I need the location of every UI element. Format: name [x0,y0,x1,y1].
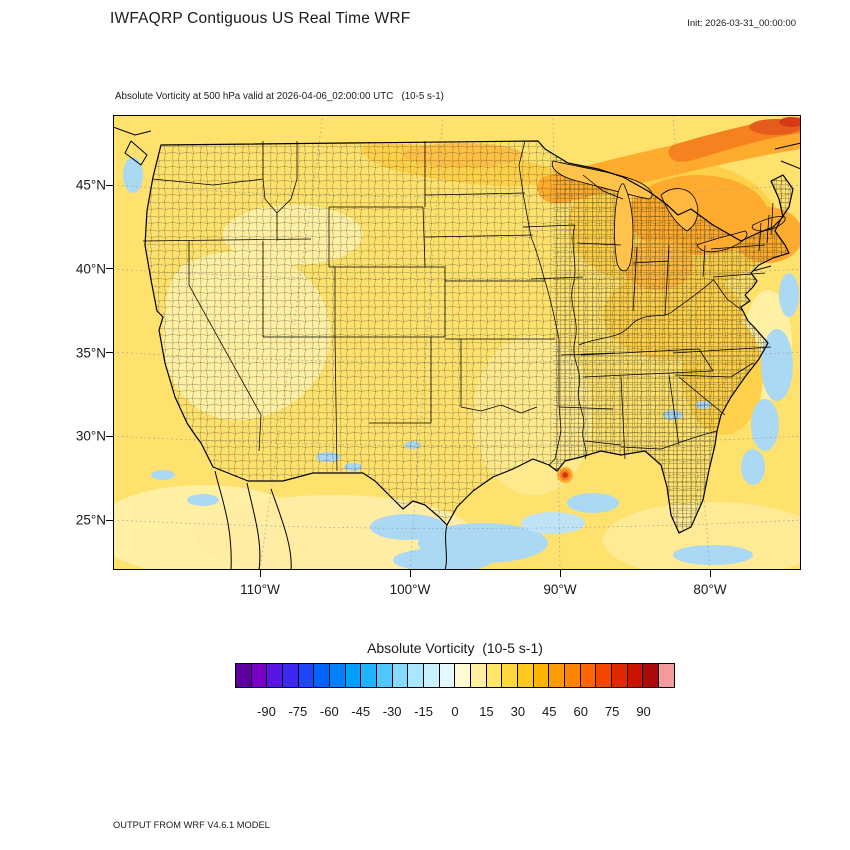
x-axis-label: 100°W [389,582,431,597]
colorbar-tick-label: 90 [636,704,651,719]
x-axis-tick [409,570,411,577]
x-axis-tick [259,570,261,577]
colorbar-cell [330,664,346,687]
y-axis-label: 40°N [75,261,106,277]
colorbar-cell [596,664,613,687]
colorbar-cell [298,664,315,687]
x-axis-label: 90°W [543,582,577,597]
colorbar-tick-label: -90 [257,704,276,719]
colorbar-cell [392,664,409,687]
colorbar-cell [267,664,284,687]
y-axis-label: 35°N [75,345,106,360]
vorticity-map-svg [113,115,801,570]
colorbar-cell [314,664,331,687]
y-axis-tick [106,519,113,521]
colorbar-cell [439,664,456,687]
x-axis-tick [559,570,561,577]
us-coastline [144,140,794,534]
colorbar-tick-label: 15 [479,704,494,719]
colorbar-tick-label: 60 [573,704,588,719]
colorbar-cell [455,664,472,687]
colorbar-cell [580,664,597,687]
y-axis-tick [106,352,113,353]
colorbar-cell [251,664,268,687]
x-axis-label: 80°W [693,582,727,597]
colorbar-tick-label: -30 [382,704,402,719]
x-axis-tick [709,570,711,577]
page-title: IWFAQRP Contiguous US Real Time WRF [110,10,411,27]
great-lakes [551,160,786,272]
colorbar-cell [627,664,644,687]
colorbar-tick-label: -75 [288,704,308,719]
colorbar-cell [471,664,487,687]
y-axis-tick [106,268,113,270]
colorbar-cell [659,664,674,687]
neighbor-coastlines [113,126,801,570]
plot-subtitle: Absolute Vorticity at 500 hPa valid at 2… [115,91,444,102]
footer-model-info: OUTPUT FROM WRF V4.6.1 MODEL WE = 580 ; … [113,795,479,850]
y-axis-tick [106,435,113,437]
colorbar-cell [424,664,440,687]
colorbar-tick-label: 45 [542,704,557,719]
colorbar-cell [486,664,503,687]
colorbar-tick-label: 30 [510,704,526,719]
colorbar-tick-label: -45 [351,704,371,719]
colorbar-cell [408,664,425,687]
colorbar-tick-label: -60 [319,704,339,719]
colorbar-cell [643,664,660,687]
x-axis-label: 110°W [240,582,280,597]
colorbar-title: Absolute Vorticity (10-5 s-1) [367,640,543,656]
vorticity-map [113,115,801,570]
colorbar-cell [361,664,378,687]
footer-line-1: OUTPUT FROM WRF V4.6.1 MODEL [113,820,270,830]
init-timestamp: Init: 2026-03-31_00:00:00 [687,18,796,29]
colorbar-tick-label: 75 [604,704,620,719]
y-axis-label: 45°N [75,177,106,193]
colorbar-tick-label: -15 [414,704,433,719]
y-axis-label: 25°N [75,512,106,528]
y-axis-label: 30°N [75,428,106,444]
colorbar-cell [565,664,581,687]
colorbar-cell [549,664,566,687]
colorbar [235,663,675,688]
colorbar-cell [518,664,534,687]
colorbar-cell [502,664,519,687]
colorbar-cell [533,664,550,687]
colorbar-cell [377,664,393,687]
y-axis-tick [106,184,113,186]
colorbar-cell [345,664,362,687]
map-frame [113,115,801,570]
colorbar-cell [612,664,628,687]
colorbar-cell [236,664,252,687]
colorbar-cell [283,664,299,687]
colorbar-tick-label: 0 [451,704,459,719]
